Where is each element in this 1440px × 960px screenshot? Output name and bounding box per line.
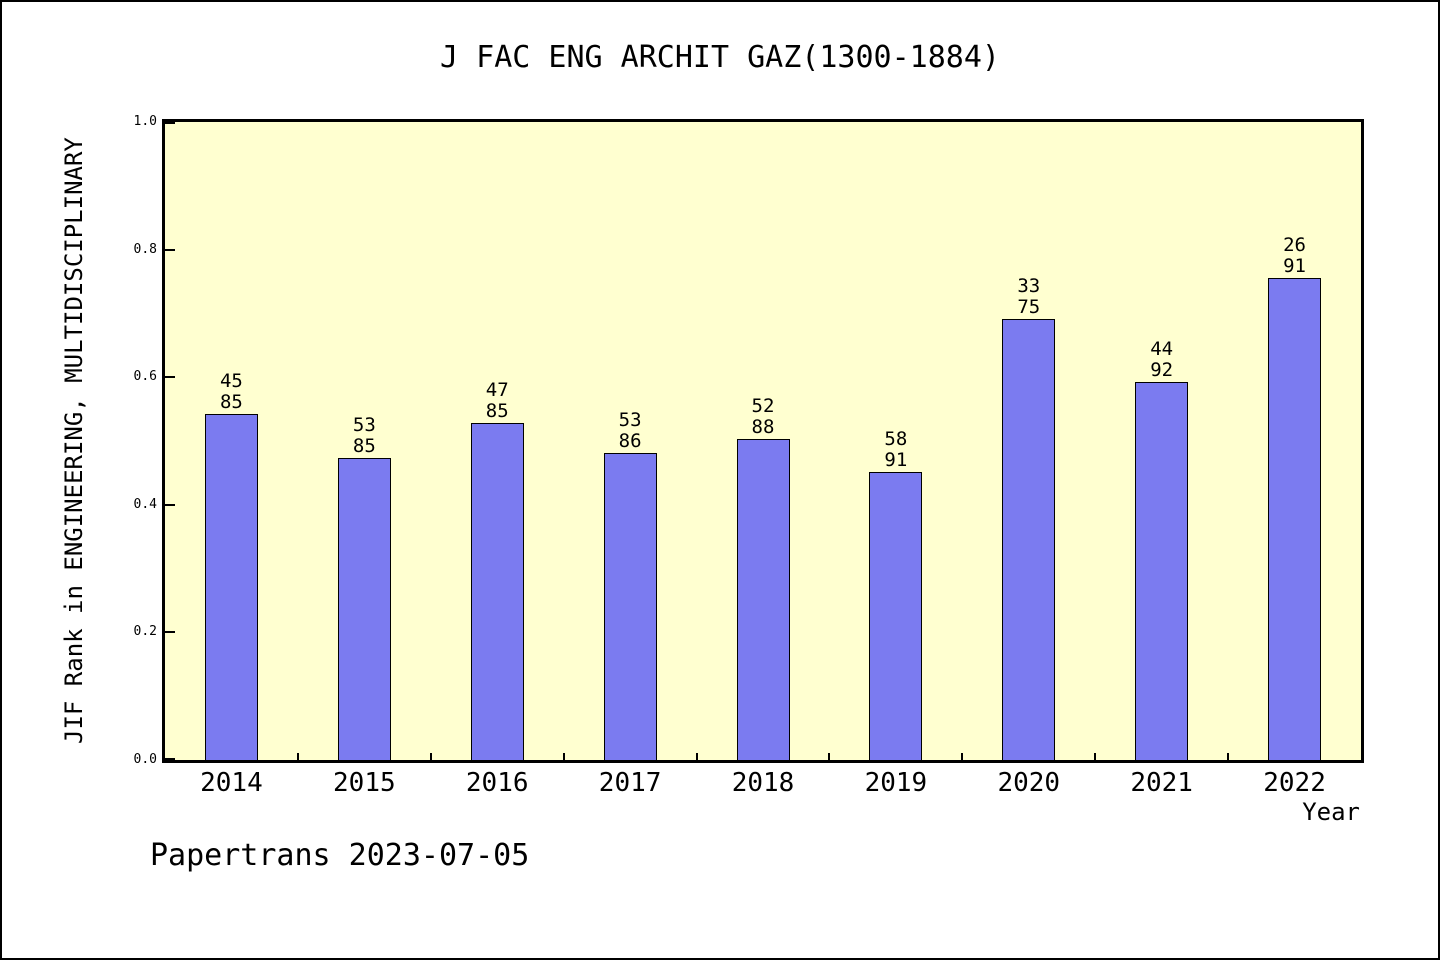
y-tick-label: 0.4 xyxy=(133,496,157,512)
y-axis-title: JIF Rank in ENGINEERING, MULTIDISCIPLINA… xyxy=(60,137,88,745)
bar xyxy=(1002,319,1056,760)
bar-value-label: 53 86 xyxy=(619,410,642,452)
bar-rank: 47 xyxy=(485,379,509,401)
bar-value-label: 26 91 xyxy=(1283,235,1306,277)
bar-rank: 52 xyxy=(751,395,775,417)
bar-rank: 44 xyxy=(1150,338,1174,360)
x-minor-tick xyxy=(429,753,432,760)
bar-value-label: 44 92 xyxy=(1150,339,1173,381)
bar-total: 85 xyxy=(485,400,509,422)
bar-rank: 53 xyxy=(618,409,642,431)
x-tick-label: 2014 xyxy=(200,768,263,798)
bar xyxy=(869,472,923,760)
x-minor-tick xyxy=(296,753,299,760)
bar xyxy=(337,458,391,760)
bar-rank: 45 xyxy=(219,370,243,392)
x-tick-label: 2020 xyxy=(997,768,1061,798)
y-tick xyxy=(165,376,175,379)
x-tick-label: 2021 xyxy=(1130,768,1193,798)
y-tick-label: 0.0 xyxy=(133,752,157,767)
bar-total: 91 xyxy=(884,449,908,471)
x-tick-label: 2018 xyxy=(731,768,795,798)
x-tick-label: 2022 xyxy=(1263,768,1326,798)
bar-rank: 33 xyxy=(1017,275,1041,297)
bar xyxy=(736,439,790,760)
y-tick-label: 1.0 xyxy=(133,114,157,129)
y-tick xyxy=(165,248,175,251)
plot-area: 45 85 53 85 47 85 53 86 52 88 58 91 33 75 44 92 26 91 xyxy=(162,119,1364,763)
y-tick xyxy=(165,122,175,124)
bar-total: 85 xyxy=(219,391,243,413)
bar-total: 88 xyxy=(751,416,775,438)
bar xyxy=(1135,382,1189,760)
x-tick-label: 2016 xyxy=(465,768,529,798)
bar xyxy=(204,414,258,760)
bar-total: 86 xyxy=(618,430,642,452)
x-minor-tick xyxy=(562,753,565,760)
bar-value-label: 47 85 xyxy=(486,380,509,422)
x-minor-tick xyxy=(828,753,831,760)
y-tick xyxy=(165,758,175,760)
x-tick-label: 2017 xyxy=(598,768,662,798)
x-minor-tick xyxy=(1227,753,1230,760)
bar-value-label: 53 85 xyxy=(353,415,376,457)
bar xyxy=(470,423,524,760)
x-axis-title: Year xyxy=(1302,798,1360,826)
bar xyxy=(603,453,657,760)
y-tick-label: 0.8 xyxy=(133,241,157,257)
x-tick-label: 2015 xyxy=(333,768,396,798)
x-minor-tick xyxy=(695,753,698,760)
x-tick-label: 2019 xyxy=(864,768,928,798)
bar-value-label: 45 85 xyxy=(220,371,243,413)
y-tick xyxy=(165,503,175,506)
bar-rank: 58 xyxy=(884,428,908,450)
bar-total: 75 xyxy=(1017,296,1041,318)
bar-rank: 53 xyxy=(352,414,376,436)
x-minor-tick xyxy=(961,753,964,760)
footer-watermark: Papertrans 2023-07-05 xyxy=(150,838,530,873)
bar-total: 85 xyxy=(352,435,376,457)
bar-value-label: 58 91 xyxy=(884,429,907,471)
bar-total: 92 xyxy=(1150,359,1174,381)
bar-rank: 26 xyxy=(1283,234,1306,256)
y-tick-label: 0.2 xyxy=(133,624,157,640)
y-tick-label: 0.6 xyxy=(133,369,157,385)
bar xyxy=(1268,278,1322,760)
chart-title: J FAC ENG ARCHIT GAZ(1300-1884) xyxy=(440,40,1000,75)
bar-value-label: 33 75 xyxy=(1017,276,1040,318)
x-minor-tick xyxy=(1094,753,1097,760)
bar-value-label: 52 88 xyxy=(752,396,775,438)
bar-total: 91 xyxy=(1283,255,1306,277)
y-tick xyxy=(165,631,175,634)
